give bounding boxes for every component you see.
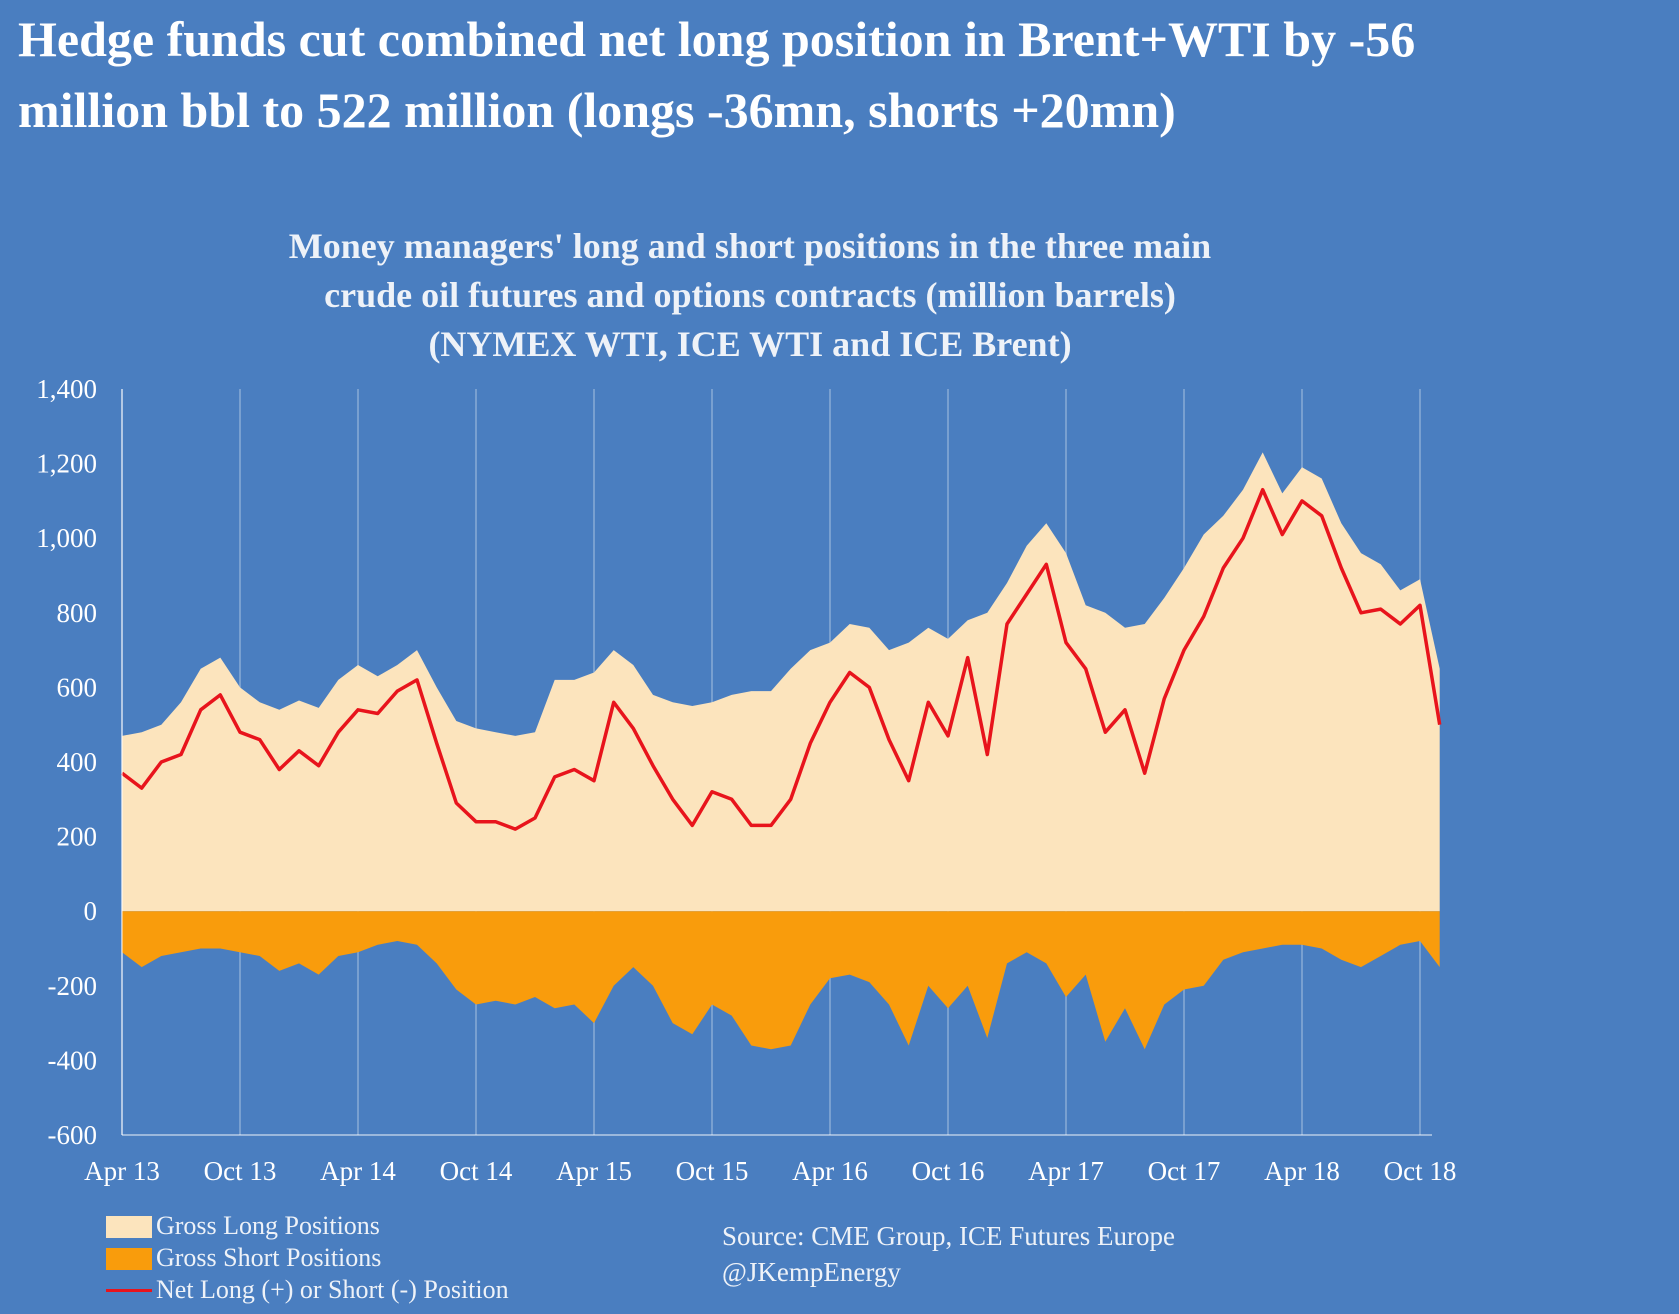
x-tick-label: Apr 15 <box>556 1156 632 1186</box>
y-tick-label: 1,400 <box>36 374 97 404</box>
x-tick-label: Oct 18 <box>1384 1156 1457 1186</box>
source-line: Source: CME Group, ICE Futures Europe <box>722 1221 1175 1251</box>
headline: Hedge funds cut combined net long positi… <box>18 4 1668 146</box>
source-handle: @JKempEnergy <box>722 1257 901 1287</box>
legend-label-net: Net Long (+) or Short (-) Position <box>156 1275 509 1304</box>
source-note: Source: CME Group, ICE Futures Europe @J… <box>722 1218 1175 1290</box>
y-tick-label: 200 <box>57 822 98 852</box>
x-tick-label: Apr 16 <box>792 1156 868 1186</box>
legend-swatch-long <box>106 1216 152 1238</box>
x-tick-label: Oct 17 <box>1148 1156 1221 1186</box>
x-tick-label: Oct 13 <box>204 1156 277 1186</box>
x-tick-label: Apr 14 <box>320 1156 396 1186</box>
x-axis-ticks: Apr 13 Oct 13 Apr 14 Oct 14 Apr 15 Oct 15 Apr … <box>84 1156 1456 1186</box>
headline-line-1: Hedge funds cut combined net long positi… <box>18 11 1416 67</box>
x-tick-label: Apr 18 <box>1264 1156 1340 1186</box>
legend-label-long: Gross Long Positions <box>156 1211 380 1240</box>
y-tick-label: 0 <box>84 896 98 926</box>
x-tick-label: Oct 14 <box>440 1156 513 1186</box>
y-tick-label: 800 <box>57 598 98 628</box>
y-tick-label: 1,200 <box>36 449 97 479</box>
series-net-line <box>120 487 1442 831</box>
legend-label-short: Gross Short Positions <box>156 1243 382 1272</box>
y-tick-label: 400 <box>57 747 98 777</box>
axes <box>121 389 1432 1136</box>
legend-swatch-short <box>106 1248 152 1270</box>
x-tick-label: Oct 16 <box>912 1156 985 1186</box>
y-tick-label: -400 <box>48 1045 98 1075</box>
y-tick-label: -200 <box>48 971 98 1001</box>
series-gross-short-area <box>122 911 1440 1050</box>
x-tick-label: Apr 17 <box>1028 1156 1104 1186</box>
chart-title-line-1: Money managers' long and short positions… <box>288 226 1212 266</box>
x-tick-label: Apr 13 <box>84 1156 160 1186</box>
chart-title-line-3: (NYMEX WTI, ICE WTI and ICE Brent) <box>428 324 1072 364</box>
y-tick-label: 600 <box>57 672 98 702</box>
legend-swatch-net <box>106 1289 152 1292</box>
y-axis-ticks: 1,400 1,200 1,000 800 600 400 200 0 -200 -400 -600 <box>36 374 97 1150</box>
y-tick-label: -600 <box>48 1120 98 1150</box>
chart-title-line-2: crude oil futures and options contracts … <box>324 275 1176 315</box>
y-tick-label: 1,000 <box>36 523 97 553</box>
chart-title: Money managers' long and short positions… <box>150 222 1350 369</box>
headline-line-2: million bbl to 522 million (longs -36mn,… <box>18 82 1176 138</box>
series-gross-long-area <box>122 452 1440 912</box>
x-tick-label: Oct 15 <box>676 1156 749 1186</box>
